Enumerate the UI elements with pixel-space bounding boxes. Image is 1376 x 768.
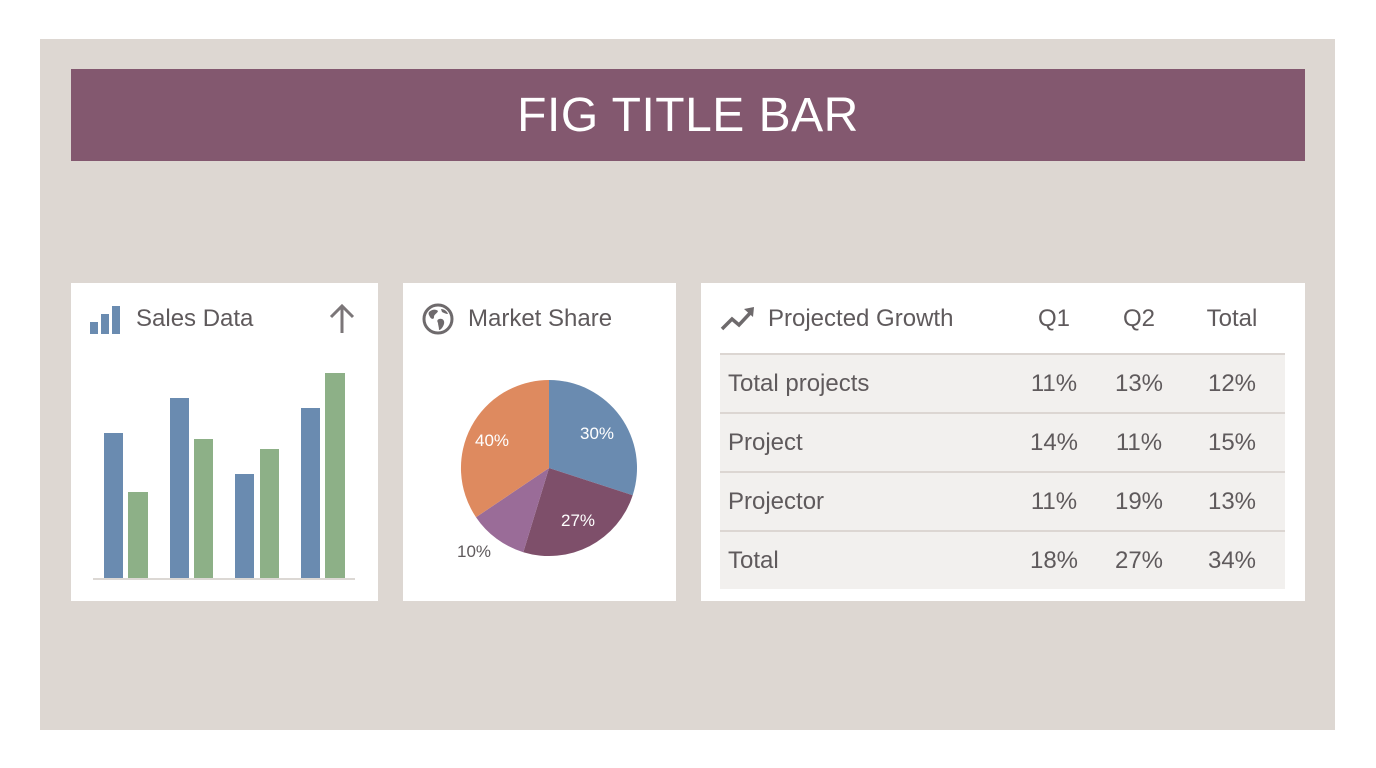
cell-q2: 27% xyxy=(1114,546,1164,574)
pie-label-purple: 10% xyxy=(457,542,492,561)
cell-total: 13% xyxy=(1207,487,1257,515)
cell-q2: 11% xyxy=(1115,428,1163,456)
growth-table: Total projects 11% 13% 12% Project 14% 1… xyxy=(720,353,1285,589)
pie-label-orange: 40% xyxy=(475,431,510,450)
market-share-pie xyxy=(460,380,638,557)
cell-q2: 13% xyxy=(1114,369,1164,397)
row-label: Total projects xyxy=(728,369,870,397)
row-label: Total xyxy=(728,546,779,574)
growth-card-header: Projected Growth xyxy=(720,300,953,338)
table-row: Project 14% 11% 15% xyxy=(720,412,1285,471)
cell-q1: 18% xyxy=(1029,546,1079,574)
pie-slice-orange xyxy=(460,380,549,518)
growth-card-title: Projected Growth xyxy=(768,305,954,332)
bar-1b xyxy=(128,492,148,578)
cell-total: 12% xyxy=(1207,369,1257,397)
bar-2b xyxy=(194,439,213,578)
cell-q1: 11% xyxy=(1030,487,1078,515)
cell-q2: 19% xyxy=(1114,487,1164,515)
trending-up-icon xyxy=(720,306,756,332)
globe-icon xyxy=(422,303,454,335)
bar-4b xyxy=(325,373,345,578)
sales-card-title: Sales Data xyxy=(136,305,254,332)
pie-label-blue: 30% xyxy=(580,424,615,443)
chart-baseline xyxy=(93,578,355,580)
page-title: FIG TITLE BAR xyxy=(517,88,859,142)
pie-slice-blue xyxy=(549,380,638,496)
column-header-q1: Q1 xyxy=(1037,305,1070,332)
cell-total: 15% xyxy=(1207,428,1257,456)
row-label: Project xyxy=(728,428,803,456)
table-row: Projector 11% 19% 13% xyxy=(720,471,1285,530)
market-card-title: Market Share xyxy=(468,305,613,332)
bar-1a xyxy=(104,433,123,578)
arrow-up-icon[interactable] xyxy=(329,303,355,335)
cell-q1: 11% xyxy=(1030,369,1078,397)
bar-2a xyxy=(170,398,189,578)
pie-slice-plum xyxy=(523,468,633,557)
bar-chart-icon xyxy=(90,304,122,334)
sales-card-header: Sales Data xyxy=(90,300,253,338)
bar-3b xyxy=(260,449,279,578)
cell-q1: 14% xyxy=(1029,428,1079,456)
pie-label-plum: 27% xyxy=(561,511,596,530)
market-card-header: Market Share xyxy=(422,300,612,338)
table-row: Total 18% 27% 34% xyxy=(720,530,1285,589)
cell-total: 34% xyxy=(1207,546,1257,574)
column-header-q2: Q2 xyxy=(1122,305,1155,332)
pie-slice-purple xyxy=(476,468,549,553)
title-bar: FIG TITLE BAR xyxy=(71,69,1305,161)
bar-4a xyxy=(301,408,320,578)
table-row: Total projects 11% 13% 12% xyxy=(720,353,1285,412)
bar-3a xyxy=(235,474,254,578)
row-label: Projector xyxy=(728,487,825,515)
column-header-total: Total xyxy=(1206,305,1258,332)
